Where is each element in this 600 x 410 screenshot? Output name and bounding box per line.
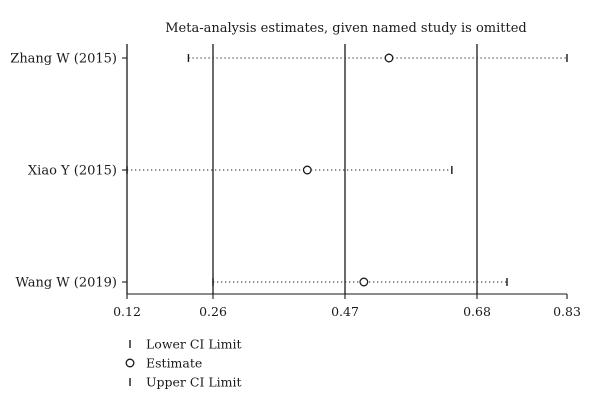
legend-item: Lower CI Limit	[129, 337, 242, 352]
estimate-marker	[384, 53, 394, 63]
x-axis: 0.12 0.26 0.47 0.68 0.83	[113, 293, 581, 319]
x-tick-label-1: 0.26	[199, 304, 227, 319]
legend-label: Lower CI Limit	[146, 337, 242, 352]
estimate-marker	[302, 165, 312, 175]
legend-label: Estimate	[146, 356, 202, 371]
legend-item: Upper CI Limit	[129, 375, 242, 390]
study-row: Xiao Y (2015)	[28, 164, 453, 179]
legend-item: Estimate	[125, 356, 202, 371]
study-label: Zhang W (2015)	[10, 52, 117, 67]
study-label: Wang W (2019)	[15, 276, 117, 291]
study-row: Zhang W (2015)	[10, 52, 568, 67]
legend: Lower CI Limit Estimate Upper CI Limit	[125, 337, 242, 390]
x-tick-label-0: 0.12	[113, 304, 141, 319]
study-rows: Zhang W (2015) Xiao Y (2015) Wang W (2019)	[10, 52, 568, 291]
legend-estimate-icon	[125, 358, 135, 368]
estimate-marker	[359, 277, 369, 287]
reference-lines	[126, 44, 478, 294]
legend-label: Upper CI Limit	[146, 375, 242, 390]
x-tick-label-2: 0.47	[331, 304, 359, 319]
x-tick-label-4: 0.83	[553, 304, 581, 319]
study-row: Wang W (2019)	[15, 276, 508, 291]
chart-title: Meta-analysis estimates, given named stu…	[165, 21, 526, 36]
study-label: Xiao Y (2015)	[28, 164, 117, 179]
x-tick-label-3: 0.68	[463, 304, 491, 319]
